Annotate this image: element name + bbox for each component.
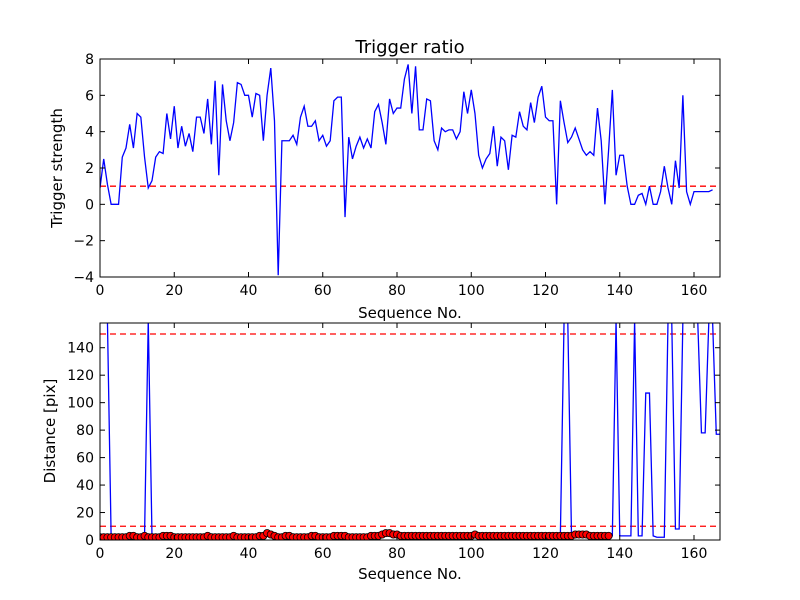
- distance-panel: Sequence No. Distance [pix] 0 20 40 60 80 100…: [41, 322, 721, 583]
- x-axis-label: Sequence No.: [358, 565, 462, 583]
- x-tick-label: 60: [314, 546, 332, 562]
- chart-title: Trigger ratio: [354, 37, 464, 58]
- x-tick-label: 160: [681, 283, 708, 299]
- x-tick-label: 100: [458, 283, 485, 299]
- plot-area: [100, 64, 720, 276]
- x-tick-label: 80: [388, 546, 406, 562]
- x-tick-label: 40: [240, 546, 258, 562]
- y-tick-label: 4: [85, 125, 94, 141]
- x-tick-label: 80: [388, 283, 406, 299]
- trigger-ratio-panel: Trigger ratio Sequence No. Trigger stren…: [48, 37, 721, 322]
- y-tick-label: −2: [73, 234, 94, 250]
- y-tick-label: 0: [85, 197, 94, 213]
- x-tick-label: 160: [681, 546, 708, 562]
- series-line: [100, 64, 713, 276]
- y-tick-label: 6: [85, 88, 94, 104]
- y-tick-label: 80: [76, 423, 94, 439]
- plot-area: [100, 323, 720, 540]
- x-tick-label: 140: [606, 546, 633, 562]
- y-tick-label: 0: [85, 533, 94, 549]
- x-tick-label: 120: [532, 283, 559, 299]
- y-tick-label: 20: [76, 506, 94, 522]
- x-tick-label: 100: [458, 546, 485, 562]
- y-tick-label: 8: [85, 52, 94, 68]
- x-axis-label: Sequence No.: [358, 304, 462, 322]
- y-axis-label: Distance [pix]: [41, 379, 59, 484]
- data-point: [604, 531, 613, 540]
- x-tick-label: 0: [96, 546, 105, 562]
- y-tick-label: 100: [67, 396, 94, 412]
- x-tick-label: 140: [606, 283, 633, 299]
- x-tick-label: 40: [240, 283, 258, 299]
- x-tick-label: 0: [96, 283, 105, 299]
- x-tick-label: 120: [532, 546, 559, 562]
- x-tick-label: 20: [165, 546, 183, 562]
- y-tick-label: 2: [85, 161, 94, 177]
- x-tick-label: 20: [165, 283, 183, 299]
- y-tick-label: 60: [76, 451, 94, 467]
- y-tick-label: 140: [67, 341, 94, 357]
- x-tick-label: 60: [314, 283, 332, 299]
- y-tick-label: 40: [76, 478, 94, 494]
- y-tick-label: −4: [73, 270, 94, 286]
- y-axis-label: Trigger strength: [48, 108, 66, 229]
- axes-frame: [99, 322, 721, 541]
- series-line: [106, 323, 720, 538]
- y-tick-label: 120: [67, 368, 94, 384]
